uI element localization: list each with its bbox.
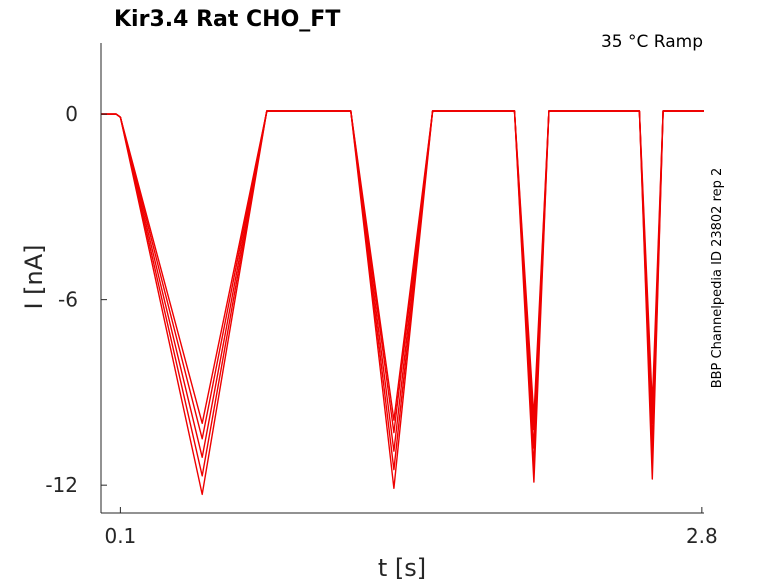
x-tick-label: 2.8 [686,524,718,548]
side-note: BBP Channelpedia ID 23802 rep 2 [710,168,725,389]
trace-group [101,110,704,496]
y-axis-label: I [nA] [20,244,48,309]
x-axis-label: t [s] [378,554,426,582]
trace-line-5 [101,110,704,496]
y-tick-group: 0 -6 -12 [45,102,107,497]
chart-annotation: 35 °C Ramp [601,32,703,52]
x-tick-label: 0.1 [104,524,136,548]
trace-line-4 [101,110,704,477]
y-tick-label: -6 [58,288,78,312]
y-tick-label: -12 [45,473,78,497]
x-tick-group: 0.1 2.8 [104,507,718,548]
y-tick-label: 0 [65,102,78,126]
chart-title: Kir3.4 Rat CHO_FT [114,7,340,32]
